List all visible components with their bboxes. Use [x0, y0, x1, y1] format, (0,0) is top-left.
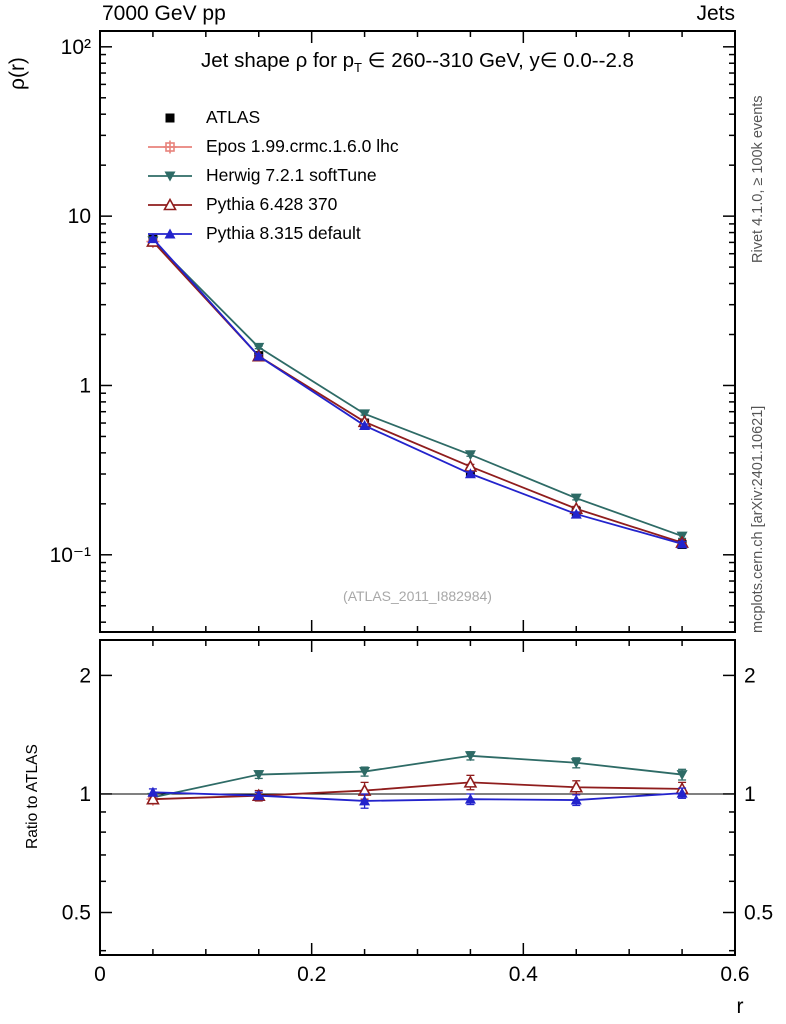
legend-marker-icon [165, 113, 175, 122]
ratio-ytick-label-right: 1 [744, 783, 756, 806]
x-axis-label: r [736, 995, 744, 1018]
x-tick-label: 0.2 [297, 963, 326, 986]
y-axis-label-ratio: Ratio to ATLAS [24, 744, 41, 849]
mcplots-reference-note: mcplots.cern.ch [arXiv:2401.10621] [750, 405, 766, 633]
y-axis-label-main: ρ(r) [6, 57, 29, 90]
legend-item: Herwig 7.2.1 softTune [146, 161, 399, 190]
ratio-ytick-label-right: 0.5 [744, 902, 773, 925]
plot-title: Jet shape ρ for pT ∈ 260--310 GeV, y∈ 0.… [100, 48, 735, 75]
legend-item: ATLAS [146, 103, 399, 132]
ratio-ytick-label: 2 [79, 664, 91, 687]
x-tick-label: 0 [94, 963, 106, 986]
x-tick-label: 0.4 [509, 963, 539, 986]
legend-item-label: ATLAS [206, 107, 261, 127]
legend-item: Epos 1.99.crmc.1.6.0 lhc [146, 132, 399, 161]
beam-energy-label: 7000 GeV pp [102, 2, 226, 25]
rivet-version-note: Rivet 4.1.0, ≥ 100k events [750, 95, 766, 263]
legend-item-label: Herwig 7.2.1 softTune [206, 165, 377, 185]
ratio-panel-frame [99, 639, 736, 956]
main-ytick-label: 1 [79, 374, 91, 397]
ratio-ytick-label: 1 [79, 783, 91, 806]
legend-marker-icon [148, 197, 192, 210]
main-ytick-label: 10⁻¹ [50, 544, 91, 567]
x-tick-label: 0.6 [720, 963, 749, 986]
legend-marker-icon [148, 228, 192, 238]
watermark: (ATLAS_2011_I882984) [343, 588, 492, 604]
legend-item-label: Pythia 6.428 370 [206, 194, 338, 214]
analysis-type-label: Jets [696, 2, 735, 25]
plot-title-part1: Jet shape ρ for p [201, 49, 355, 72]
plot-title-part2: ∈ 260--310 GeV, y∈ 0.0--2.8 [361, 49, 634, 72]
legend-item: Pythia 6.428 370 [146, 190, 399, 219]
legend-item: Pythia 8.315 default [146, 219, 399, 248]
legend-marker-icon [148, 140, 192, 153]
legend: ATLAS Epos 1.99.crmc.1.6.0 lhc Herwig 7.2.… [146, 103, 399, 248]
ratio-ytick-label: 0.5 [62, 902, 91, 925]
ratio-ytick-label-right: 2 [744, 664, 756, 687]
plot-title-subscript: T [354, 60, 362, 76]
main-panel-frame [99, 30, 736, 633]
main-ytick-label: 10² [61, 36, 91, 59]
legend-item-label: Pythia 8.315 default [206, 223, 361, 243]
legend-item-label: Epos 1.99.crmc.1.6.0 lhc [206, 136, 399, 156]
main-ytick-label: 10 [68, 205, 91, 228]
legend-marker-icon [148, 171, 192, 181]
